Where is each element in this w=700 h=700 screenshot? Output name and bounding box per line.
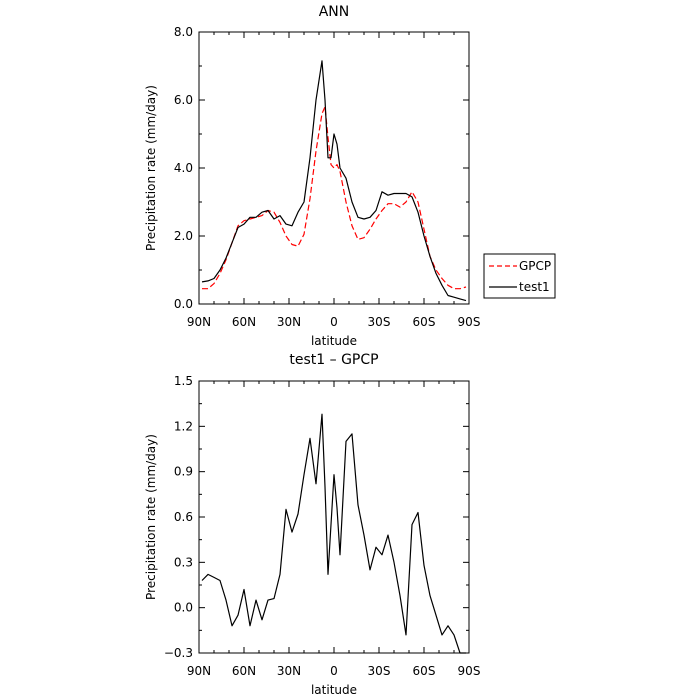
x-tick-label: 0: [330, 315, 338, 329]
y-tick-label: 8.0: [174, 25, 193, 39]
y-ticks: −0.3 0.0 0.3 0.6 0.9 1.2 1.5: [164, 374, 469, 660]
y-tick-label: 0.6: [174, 510, 193, 524]
chart-difference: test1 – GPCP 90N 60N 30N 0 30S 60S 90S −0.3 0.0…: [144, 352, 480, 697]
x-tick-label: 90N: [187, 664, 211, 678]
series-lines: [201, 60, 467, 302]
y-ticks: 0.0 2.0 4.0 6.0 8.0: [174, 25, 469, 311]
chart-title: ANN: [319, 4, 350, 20]
legend-box: [483, 253, 556, 299]
chart-title: test1 – GPCP: [289, 352, 378, 368]
x-tick-label: 60N: [232, 315, 256, 329]
series-line-gpcp: [202, 106, 467, 290]
y-tick-label: 2.0: [174, 229, 193, 243]
series-line-test1: [201, 60, 467, 302]
plot-frame: [198, 380, 470, 654]
x-ticks: 90N 60N 30N 0 30S 60S 90S: [187, 32, 481, 329]
x-axis-label: latitude: [311, 683, 357, 697]
legend: GPCP test1: [483, 253, 556, 299]
x-axis-label: latitude: [311, 334, 357, 348]
x-tick-label: 90S: [458, 315, 481, 329]
x-tick-label: 30S: [368, 315, 391, 329]
x-tick-label: 30N: [277, 664, 301, 678]
plot-frame: [198, 31, 470, 305]
y-tick-label: 6.0: [174, 93, 193, 107]
x-tick-label: 60S: [413, 664, 436, 678]
x-tick-label: 30S: [368, 664, 391, 678]
y-tick-label: 0.0: [174, 601, 193, 615]
legend-label-gpcp: GPCP: [519, 259, 551, 273]
y-tick-label: 0.3: [174, 555, 193, 569]
x-tick-label: 30N: [277, 315, 301, 329]
x-ticks: 90N 60N 30N 0 30S 60S 90S: [187, 381, 481, 678]
y-tick-label: 1.2: [174, 419, 193, 433]
x-tick-label: 0: [330, 664, 338, 678]
x-tick-label: 90N: [187, 315, 211, 329]
y-tick-label: −0.3: [164, 646, 193, 660]
y-axis-label: Precipitation rate (mm/day): [144, 434, 158, 600]
y-tick-label: 0.9: [174, 465, 193, 479]
y-tick-label: 4.0: [174, 161, 193, 175]
y-tick-label: 1.5: [174, 374, 193, 388]
chart-annual-precipitation: ANN 90N 60N 30N 0 30S 60S 90S 0.02.04.06.08.0 …: [144, 4, 556, 348]
legend-label-test1: test1: [519, 280, 550, 294]
x-tick-label: 60N: [232, 664, 256, 678]
y-axis-label: Precipitation rate (mm/day): [144, 85, 158, 251]
x-tick-label: 60S: [413, 315, 436, 329]
series-line-difference: [201, 413, 466, 654]
y-tick-label: 0.0: [174, 297, 193, 311]
series-lines: [201, 413, 466, 654]
x-tick-label: 90S: [458, 664, 481, 678]
